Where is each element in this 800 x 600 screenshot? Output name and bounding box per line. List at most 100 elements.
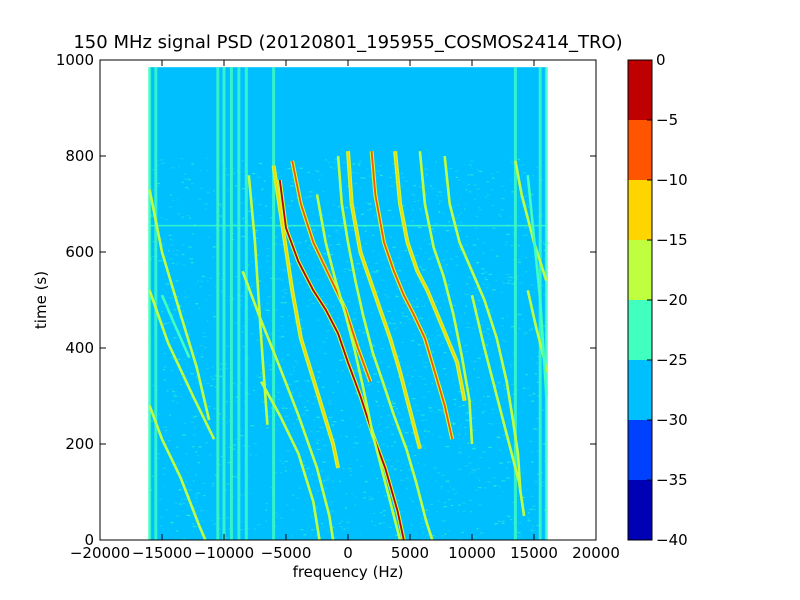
noise-cell [465,235,469,238]
noise-cell [536,381,540,383]
noise-cell [506,461,511,463]
noise-cell [404,249,407,252]
noise-cell [464,163,466,165]
noise-cell [171,389,173,391]
noise-cell [444,293,447,295]
noise-cell [344,507,348,509]
noise-cell [379,174,383,177]
noise-cell [291,176,295,179]
noise-cell [479,479,481,481]
noise-cell [403,302,406,304]
noise-cell [330,312,333,314]
noise-cell [176,463,180,465]
noise-cell [252,200,254,202]
noise-cell [169,414,171,416]
noise-cell [429,503,434,505]
noise-cell [425,361,427,364]
noise-cell [168,297,173,299]
colorbar-segment [628,300,652,360]
noise-cell [433,230,436,233]
noise-cell [445,480,450,482]
noise-cell [195,501,198,503]
noise-cell [461,531,464,533]
noise-cell [464,465,468,467]
noise-cell [314,396,316,398]
noise-cell [328,161,331,164]
noise-cell [397,412,400,414]
noise-cell [530,530,534,532]
noise-cell [447,286,451,288]
noise-cell [522,172,527,174]
noise-cell [378,423,381,426]
noise-cell [196,303,198,305]
signal-trace [526,175,548,397]
noise-cell [359,160,362,162]
noise-cell [234,275,238,278]
noise-cell [424,252,428,254]
noise-cell [303,534,307,536]
noise-cell [464,426,467,429]
noise-cell [343,528,346,530]
noise-cell [353,436,357,438]
noise-cell [337,317,339,319]
noise-cell [353,312,357,314]
noise-cell [151,256,155,258]
noise-cell [184,186,188,189]
noise-cell [321,522,323,525]
noise-cell [521,472,524,474]
noise-cell [172,394,176,396]
noise-cell [461,339,464,342]
noise-cell [428,279,431,281]
noise-cell [368,202,372,204]
noise-cell [469,400,474,402]
noise-cell [321,386,325,388]
noise-cell [410,303,414,305]
noise-cell [527,387,530,389]
noise-cell [212,256,215,258]
noise-cell [178,503,183,505]
noise-cell [240,494,243,496]
noise-cell [502,282,506,285]
noise-cell [467,442,470,444]
noise-cell [540,484,544,487]
noise-cell [464,208,466,210]
noise-cell [234,476,239,478]
noise-cell [296,497,300,499]
noise-cell [247,318,249,320]
noise-cell [401,172,403,174]
noise-cell [470,340,472,342]
noise-cell [338,522,341,524]
noise-cell [176,249,179,252]
noise-cell [307,171,310,174]
noise-cell [365,261,369,264]
noise-cell [304,406,307,408]
noise-cell [427,390,431,393]
noise-cell [541,481,546,484]
noise-cell [392,423,394,425]
noise-cell [171,250,174,252]
noise-cell [382,330,384,332]
noise-cell [280,358,285,360]
noise-cell [379,164,382,167]
noise-cell [501,185,504,187]
noise-cell [455,217,459,219]
noise-cell [347,375,349,377]
noise-cell [327,403,332,405]
noise-cell [178,165,180,167]
noise-cell [193,507,195,509]
noise-cell [524,257,528,259]
noise-cell [298,282,302,284]
noise-cell [351,493,354,495]
noise-cell [179,316,181,318]
noise-cell [168,304,170,306]
noise-cell [392,246,395,248]
noise-cell [309,200,312,202]
noise-cell [445,264,448,266]
noise-cell [212,246,215,248]
noise-cell [219,368,222,370]
noise-cell [386,298,388,300]
noise-cell [281,335,285,338]
noise-cell [430,344,433,346]
noise-cell [464,344,468,347]
noise-cell [447,530,450,532]
